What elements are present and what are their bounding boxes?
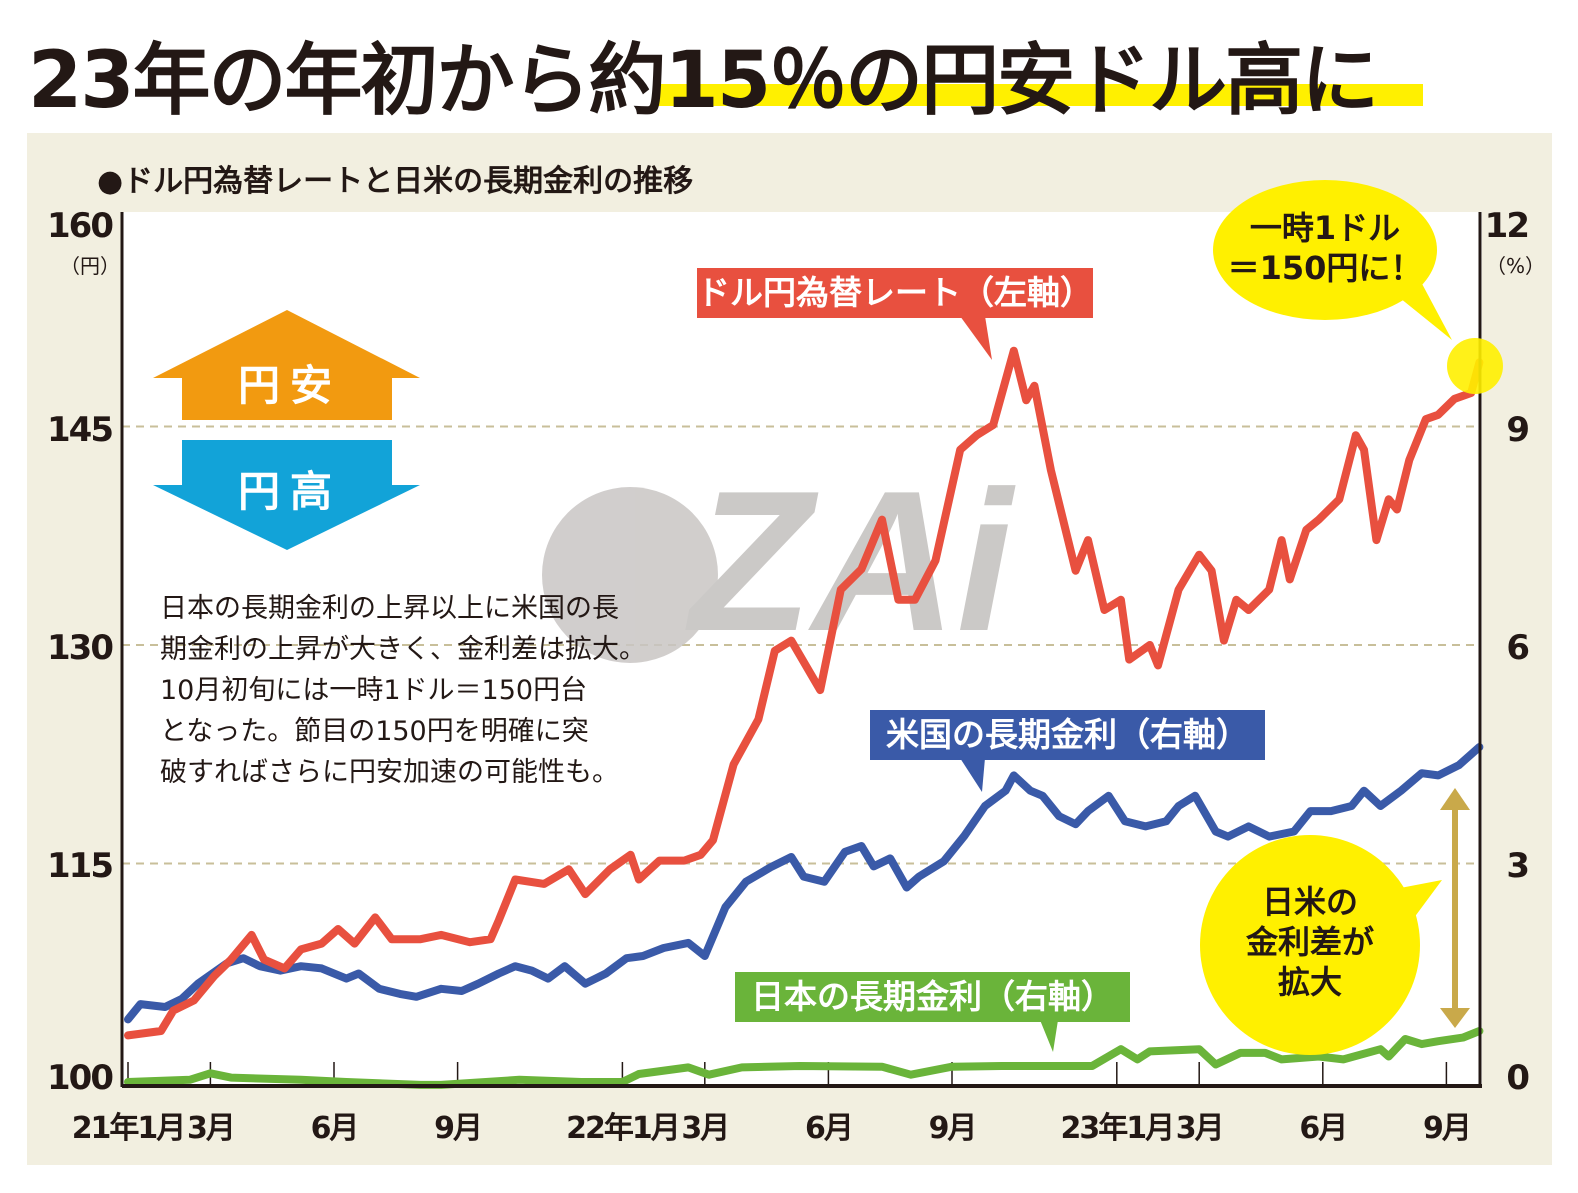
y-left-tick: 160 xyxy=(47,206,114,246)
y-left-tick: 115 xyxy=(47,846,114,886)
y-right-tick: 3 xyxy=(1506,846,1530,886)
y-left-tick: 100 xyxy=(47,1058,114,1098)
explanation-note: 日本の長期金利の上昇以上に米国の長 期金利の上昇が大きく、金利差は拡大。 10月… xyxy=(160,588,646,793)
spread-bubble-line: 金利差が xyxy=(1245,923,1374,961)
x-tick-label: 6月 xyxy=(1299,1111,1348,1146)
series-line-0 xyxy=(124,346,1484,1040)
peak-bubble xyxy=(1213,180,1452,340)
peak-bubble-line: ＝150円に！ xyxy=(1227,249,1423,287)
y-right-tick: 6 xyxy=(1506,628,1530,668)
fx-label-pointer xyxy=(960,316,992,360)
note-line: 破すればさらに円安加速の可能性も。 xyxy=(160,757,619,788)
x-tick-label: 22年1月 xyxy=(566,1111,681,1146)
x-tick-label: 9月 xyxy=(434,1111,483,1146)
spread-bubble xyxy=(1200,835,1442,1055)
x-tick-label: 21年1月 xyxy=(71,1111,187,1146)
spread-bubble-text: 日米の 金利差が 拡大 xyxy=(1200,882,1420,1002)
spread-double-arrow xyxy=(1440,788,1470,1028)
note-line: 日本の長期金利の上昇以上に米国の長 xyxy=(160,593,619,624)
note-line: 10月初旬には一時1ドル＝150円台 xyxy=(160,675,588,706)
zai-watermark-logo: ZAi xyxy=(542,450,1016,673)
peak-bubble-text: 一時1ドル ＝150円に！ xyxy=(1215,208,1435,288)
y-left-unit: （円） xyxy=(60,254,120,278)
page-title: 23年の年初から約15％の円安ドル高に xyxy=(28,36,1379,126)
spread-bubble-line: 日米の xyxy=(1261,883,1358,921)
note-line: 期金利の上昇が大きく、金利差は拡大。 xyxy=(160,634,646,665)
us-series-label: 米国の長期金利（右軸） xyxy=(870,710,1265,760)
svg-text:ZAi: ZAi xyxy=(685,450,1016,673)
title-highlight xyxy=(655,84,1423,106)
x-tick-label: 6月 xyxy=(804,1111,854,1146)
y-right-unit: （%） xyxy=(1486,254,1546,278)
yen-weak-label: 円安 xyxy=(238,361,343,410)
chart-title: ●ドル円為替レートと日米の長期金利の推移 xyxy=(97,164,694,199)
y-right-tick: 12 xyxy=(1484,206,1530,246)
peak-bubble-line: 一時1ドル xyxy=(1249,209,1401,247)
yen-strong-label: 円高 xyxy=(238,467,343,516)
y-right-tick: 0 xyxy=(1506,1058,1530,1098)
yen-weak-arrow xyxy=(153,310,420,420)
x-tick-label: 3月 xyxy=(681,1111,730,1146)
yen-strong-arrow xyxy=(153,440,420,550)
x-tick-label: 9月 xyxy=(1422,1111,1472,1146)
x-tick-label: 3月 xyxy=(1175,1111,1225,1146)
fx-series-label: ドル円為替レート（左軸） xyxy=(697,268,1093,318)
y-right-tick: 9 xyxy=(1506,410,1530,450)
x-tick-label: 9月 xyxy=(928,1111,978,1146)
x-tick-label: 23年1月 xyxy=(1060,1111,1175,1146)
note-line: となった。節目の150円を明確に突 xyxy=(160,716,589,747)
us-label-pointer xyxy=(960,758,985,792)
series-line-1 xyxy=(124,743,1484,1024)
x-tick-label: 3月 xyxy=(186,1111,236,1146)
peak-highlight-circle xyxy=(1447,338,1503,394)
y-left-tick: 145 xyxy=(47,410,114,450)
y-left-tick: 130 xyxy=(47,628,114,668)
spread-bubble-line: 拡大 xyxy=(1277,963,1342,1001)
jp-series-label: 日本の長期金利（右軸） xyxy=(735,972,1130,1022)
jp-label-pointer xyxy=(1040,1020,1058,1052)
x-tick-label: 6月 xyxy=(310,1111,360,1146)
